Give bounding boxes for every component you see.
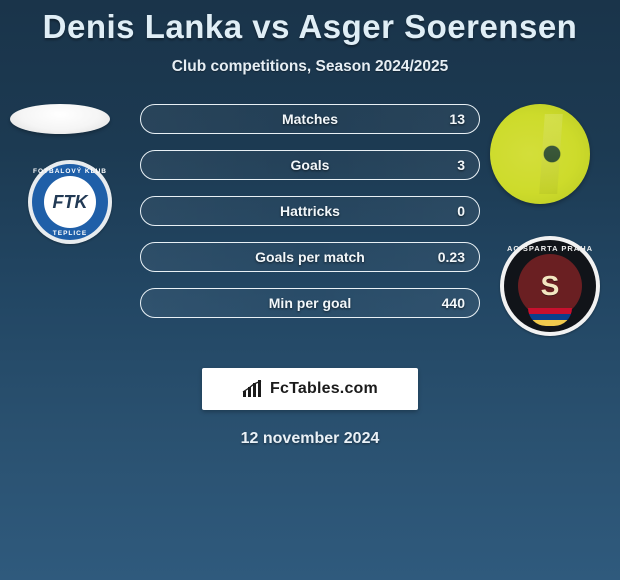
stat-label: Min per goal [269, 295, 351, 311]
stat-row-goals: Goals 3 [140, 150, 480, 180]
stat-rows: Matches 13 Goals 3 Hattricks 0 Goals per… [140, 104, 480, 334]
badge-text-top: FOTBALOVÝ KLUB [28, 168, 112, 175]
stat-right-value: 13 [449, 111, 465, 127]
badge-text-top: AC SPARTA PRAHA [500, 244, 600, 253]
stat-row-goals-per-match: Goals per match 0.23 [140, 242, 480, 272]
brand-box: FcTables.com [202, 368, 418, 410]
badge-monogram: S [541, 270, 560, 302]
stat-label: Goals [291, 157, 330, 173]
page-subtitle: Club competitions, Season 2024/2025 [0, 58, 620, 76]
player-right-avatar [490, 104, 590, 204]
badge-text-bottom: TEPLICE [28, 230, 112, 237]
stat-label: Goals per match [255, 249, 365, 265]
comparison-area: FOTBALOVÝ KLUB FTK TEPLICE AC SPARTA PRA… [0, 104, 620, 354]
badge-inner: FTK [44, 176, 96, 228]
stat-row-matches: Matches 13 [140, 104, 480, 134]
brand-text: FcTables.com [270, 380, 378, 398]
stat-right-value: 440 [442, 295, 465, 311]
stat-right-value: 0 [457, 203, 465, 219]
stat-label: Matches [282, 111, 338, 127]
stat-row-hattricks: Hattricks 0 [140, 196, 480, 226]
stat-right-value: 0.23 [438, 249, 465, 265]
stat-row-min-per-goal: Min per goal 440 [140, 288, 480, 318]
player-right-club-badge: AC SPARTA PRAHA S [500, 236, 600, 336]
badge-monogram: FTK [53, 192, 88, 213]
date-line: 12 november 2024 [0, 430, 620, 448]
page-title: Denis Lanka vs Asger Soerensen [0, 4, 620, 52]
content-root: Denis Lanka vs Asger Soerensen Club comp… [0, 0, 620, 448]
stat-right-value: 3 [457, 157, 465, 173]
bars-icon [242, 380, 264, 398]
stat-label: Hattricks [280, 203, 340, 219]
player-left-club-badge: FOTBALOVÝ KLUB FTK TEPLICE [28, 160, 112, 244]
player-left-avatar [10, 104, 110, 134]
